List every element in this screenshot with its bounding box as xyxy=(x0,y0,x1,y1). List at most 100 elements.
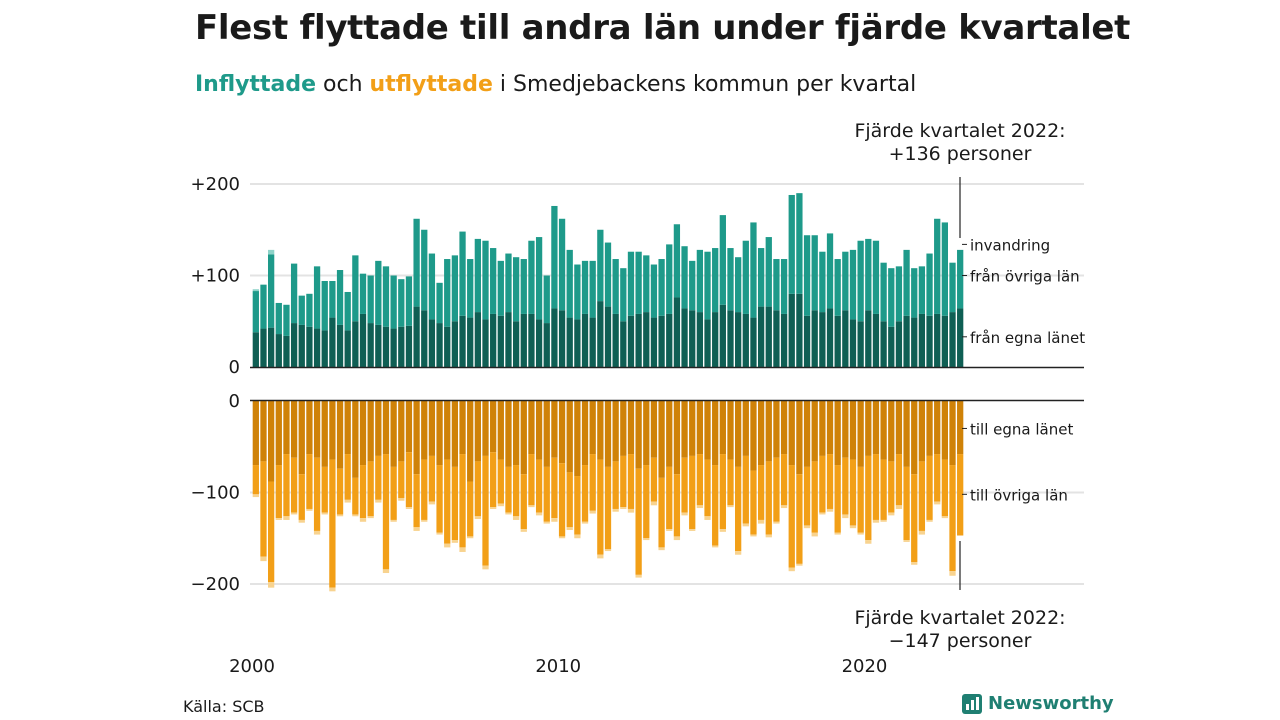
bar-till-ovriga-lan xyxy=(957,454,964,536)
bar-fran-egna-lanet xyxy=(421,310,428,367)
bar-utvandring xyxy=(926,519,933,522)
bar-till-ovriga-lan xyxy=(597,459,604,555)
brand-name: Newsworthy xyxy=(988,693,1114,714)
bar-till-ovriga-lan xyxy=(421,459,428,520)
bar-till-ovriga-lan xyxy=(719,454,726,530)
bar-till-egna-lanet xyxy=(635,401,642,469)
bar-utvandring xyxy=(252,494,259,498)
bar-fran-egna-lanet xyxy=(612,313,619,367)
bar-till-egna-lanet xyxy=(390,401,397,467)
bar-fran-egna-lanet xyxy=(796,293,803,367)
bar-till-ovriga-lan xyxy=(589,454,596,511)
bar-till-ovriga-lan xyxy=(796,474,803,564)
newsworthy-logo-icon xyxy=(962,693,982,714)
bar-till-ovriga-lan xyxy=(735,466,742,552)
bar-till-egna-lanet xyxy=(283,401,290,455)
bar-till-egna-lanet xyxy=(658,401,665,478)
bar-till-egna-lanet xyxy=(566,401,573,473)
bar-till-ovriga-lan xyxy=(857,466,864,533)
bar-utvandring xyxy=(283,516,290,520)
bar-till-egna-lanet xyxy=(352,401,359,478)
bar-till-egna-lanet xyxy=(811,401,818,462)
bar-fran-ovriga-lan xyxy=(558,218,566,311)
bar-fran-ovriga-lan xyxy=(275,302,282,335)
bar-till-ovriga-lan xyxy=(620,455,627,508)
bar-till-ovriga-lan xyxy=(398,461,405,498)
bar-till-egna-lanet xyxy=(780,401,788,455)
bar-till-ovriga-lan xyxy=(268,481,275,583)
bar-till-ovriga-lan xyxy=(949,465,956,572)
bar-fran-ovriga-lan xyxy=(719,215,726,305)
bar-utvandring xyxy=(444,543,451,548)
bar-fran-ovriga-lan xyxy=(788,194,795,294)
bar-utvandring xyxy=(490,507,497,509)
bar-till-egna-lanet xyxy=(880,401,887,460)
bar-till-egna-lanet xyxy=(597,401,604,460)
bar-till-ovriga-lan xyxy=(321,466,328,513)
bar-fran-egna-lanet xyxy=(934,313,941,367)
bar-fran-ovriga-lan xyxy=(635,251,642,314)
bar-till-egna-lanet xyxy=(796,401,803,475)
bar-till-ovriga-lan xyxy=(934,454,941,502)
bar-till-ovriga-lan xyxy=(336,468,344,515)
bar-fran-ovriga-lan xyxy=(467,259,474,318)
bar-fran-ovriga-lan xyxy=(581,260,589,314)
bar-utvandring xyxy=(627,508,635,513)
bar-invandring xyxy=(252,289,259,292)
bar-fran-ovriga-lan xyxy=(436,282,443,324)
bar-utvandring xyxy=(696,505,704,509)
bar-fran-egna-lanet xyxy=(926,315,933,367)
bar-till-egna-lanet xyxy=(742,401,749,456)
bar-utvandring xyxy=(505,512,512,515)
bar-fran-ovriga-lan xyxy=(551,205,558,309)
bar-fran-ovriga-lan xyxy=(444,259,451,327)
bar-utvandring xyxy=(719,529,726,532)
bar-till-ovriga-lan xyxy=(405,452,413,508)
bar-till-egna-lanet xyxy=(803,401,811,467)
bar-till-ovriga-lan xyxy=(382,454,390,570)
bar-till-ovriga-lan xyxy=(505,466,512,513)
bar-till-ovriga-lan xyxy=(535,459,543,513)
bar-fran-egna-lanet xyxy=(849,319,857,367)
bar-till-egna-lanet xyxy=(321,401,328,467)
bar-till-egna-lanet xyxy=(574,401,581,477)
series-label: från egna länet xyxy=(970,329,1085,347)
bar-till-egna-lanet xyxy=(704,401,711,460)
bar-fran-ovriga-lan xyxy=(290,263,298,324)
bar-utvandring xyxy=(888,512,895,516)
bar-fran-egna-lanet xyxy=(436,323,443,367)
bar-fran-egna-lanet xyxy=(819,312,826,367)
bar-fran-egna-lanet xyxy=(627,315,635,367)
bar-fran-ovriga-lan xyxy=(313,266,321,329)
bar-till-egna-lanet xyxy=(941,401,948,460)
bar-till-ovriga-lan xyxy=(635,468,642,575)
bar-fran-ovriga-lan xyxy=(375,260,382,325)
bar-utvandring xyxy=(313,530,321,535)
bar-till-egna-lanet xyxy=(329,401,336,460)
bar-utvandring xyxy=(895,505,903,509)
bar-utvandring xyxy=(865,540,872,544)
bar-till-ovriga-lan xyxy=(520,474,527,530)
bar-fran-ovriga-lan xyxy=(543,275,550,324)
bar-fran-egna-lanet xyxy=(597,301,604,367)
bar-fran-egna-lanet xyxy=(780,313,788,367)
bar-till-egna-lanet xyxy=(512,401,520,466)
bar-fran-ovriga-lan xyxy=(474,238,481,313)
bar-fran-egna-lanet xyxy=(321,330,328,367)
bar-fran-ovriga-lan xyxy=(750,222,757,318)
bar-till-ovriga-lan xyxy=(689,455,696,530)
bar-till-egna-lanet xyxy=(627,401,635,455)
bar-utvandring xyxy=(520,529,527,532)
annotation-top: Fjärde kvartalet 2022: +136 personer xyxy=(840,120,1080,166)
bar-fran-ovriga-lan xyxy=(780,259,788,314)
bar-utvandring xyxy=(589,510,596,514)
bar-fran-egna-lanet xyxy=(918,313,926,367)
bar-fran-egna-lanet xyxy=(888,326,895,367)
bar-fran-ovriga-lan xyxy=(849,249,857,320)
bar-utvandring xyxy=(390,519,397,522)
bar-fran-ovriga-lan xyxy=(497,260,504,316)
bar-utvandring xyxy=(375,499,382,503)
bar-fran-ovriga-lan xyxy=(352,255,359,322)
bar-fran-egna-lanet xyxy=(306,326,313,367)
bar-fran-ovriga-lan xyxy=(589,260,596,318)
